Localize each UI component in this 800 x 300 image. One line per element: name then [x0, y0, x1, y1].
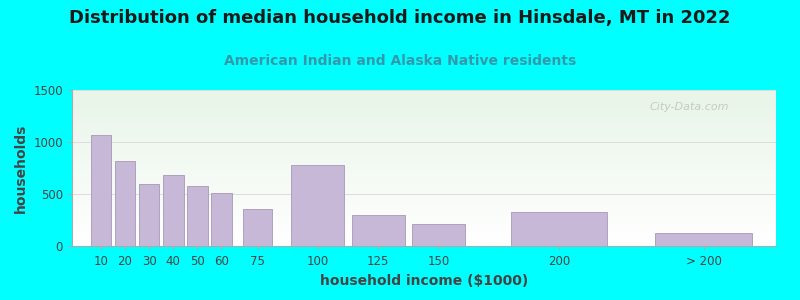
Bar [90, 135, 111, 246]
Bar [139, 184, 159, 246]
X-axis label: household income ($1000): household income ($1000) [320, 274, 528, 288]
Bar [114, 161, 135, 246]
Text: American Indian and Alaska Native residents: American Indian and Alaska Native reside… [224, 54, 576, 68]
Bar [352, 215, 405, 246]
Text: Distribution of median household income in Hinsdale, MT in 2022: Distribution of median household income … [70, 9, 730, 27]
Y-axis label: households: households [14, 123, 28, 213]
Bar [243, 208, 272, 246]
Bar [291, 165, 345, 246]
Bar [187, 186, 208, 246]
Text: City-Data.com: City-Data.com [650, 103, 729, 112]
Bar [163, 175, 183, 246]
Bar [211, 193, 232, 246]
Bar [510, 212, 607, 246]
Bar [655, 233, 752, 246]
Bar [412, 224, 465, 246]
